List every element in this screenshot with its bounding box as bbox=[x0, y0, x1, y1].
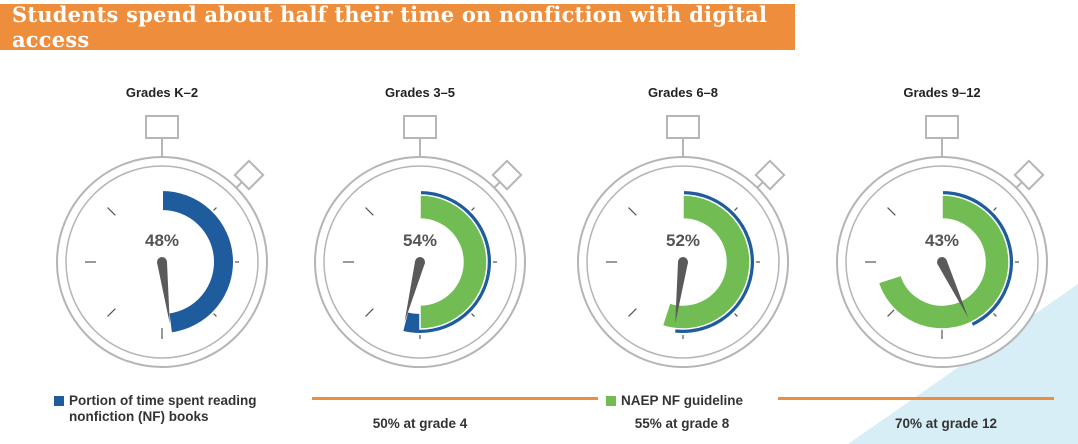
stopwatch-side-button-grade-3 bbox=[754, 159, 786, 191]
nf-percent-label-grade-2: 54% bbox=[403, 231, 437, 250]
stopwatch-hand-pivot-grade-3 bbox=[678, 257, 688, 267]
legend-label-naep: NAEP NF guideline bbox=[621, 393, 744, 408]
guideline-value-grades-6-8: 55% at grade 8 bbox=[634, 416, 730, 431]
stopwatch-side-button-grade-1 bbox=[233, 159, 265, 191]
nf-time-arc-grade-1 bbox=[161, 188, 235, 335]
grade-label-grade-1: Grades K–2 bbox=[126, 85, 198, 100]
guideline-value-grades-9-12: 70% at grade 12 bbox=[894, 416, 998, 431]
legend-item-nf-time: Portion of time spent reading nonfiction… bbox=[54, 393, 309, 425]
naep-guideline-arc-grade-2 bbox=[419, 194, 488, 330]
grade-label-grade-3: Grades 6–8 bbox=[648, 85, 718, 100]
naep-guideline-arc-grade-3 bbox=[661, 194, 751, 330]
nf-percent-label-grade-3: 52% bbox=[666, 231, 700, 250]
stopwatch-tick-grade-2 bbox=[365, 207, 374, 216]
guideline-line-left bbox=[312, 397, 598, 400]
stopwatch-tick-grade-4 bbox=[887, 207, 896, 216]
stopwatch-crown-grade-4 bbox=[925, 115, 959, 139]
stopwatch-side-button-grade-2 bbox=[491, 159, 523, 191]
title-bar: Students spend about half their time on … bbox=[0, 2, 795, 52]
grade-label-grade-4: Grades 9–12 bbox=[903, 85, 980, 100]
naep-guideline-arc-grade-4 bbox=[877, 194, 1010, 330]
stopwatch-crown-grade-1 bbox=[145, 115, 179, 139]
chart-title: Students spend about half their time on … bbox=[12, 2, 768, 52]
stopwatch-hand-pivot-grade-1 bbox=[157, 257, 167, 267]
stopwatch-tick-grade-1 bbox=[107, 207, 116, 216]
stopwatch-hand-grade-2 bbox=[404, 260, 425, 323]
nf-percent-label-grade-1: 48% bbox=[145, 231, 179, 250]
grade-label-grade-2: Grades 3–5 bbox=[385, 85, 455, 100]
stopwatch-tick-grade-1 bbox=[107, 308, 116, 317]
stopwatch-hand-grade-1 bbox=[157, 261, 170, 324]
stopwatch-hand-grade-4 bbox=[937, 259, 969, 319]
stopwatch-side-button-grade-4 bbox=[1013, 159, 1045, 191]
stopwatch-tick-grade-2 bbox=[365, 308, 374, 317]
stopwatch-hand-pivot-grade-2 bbox=[415, 257, 425, 267]
stopwatch-hand-grade-3 bbox=[675, 261, 688, 324]
legend-swatch-nf-time bbox=[54, 396, 64, 406]
stopwatch-crown-grade-2 bbox=[403, 115, 437, 139]
nf-percent-label-grade-4: 43% bbox=[925, 231, 959, 250]
stopwatch-tick-grade-3 bbox=[628, 207, 637, 216]
guideline-line-right bbox=[778, 397, 1054, 400]
legend-label-nf-time: Portion of time spent reading nonfiction… bbox=[69, 393, 257, 424]
stopwatch-tick-grade-3 bbox=[628, 308, 637, 317]
legend-item-naep: NAEP NF guideline bbox=[606, 393, 791, 409]
stopwatch-hand-pivot-grade-4 bbox=[937, 257, 947, 267]
guideline-value-grades-3-5: 50% at grade 4 bbox=[372, 416, 468, 431]
stopwatch-crown-grade-3 bbox=[666, 115, 700, 139]
legend-swatch-naep bbox=[606, 396, 616, 406]
